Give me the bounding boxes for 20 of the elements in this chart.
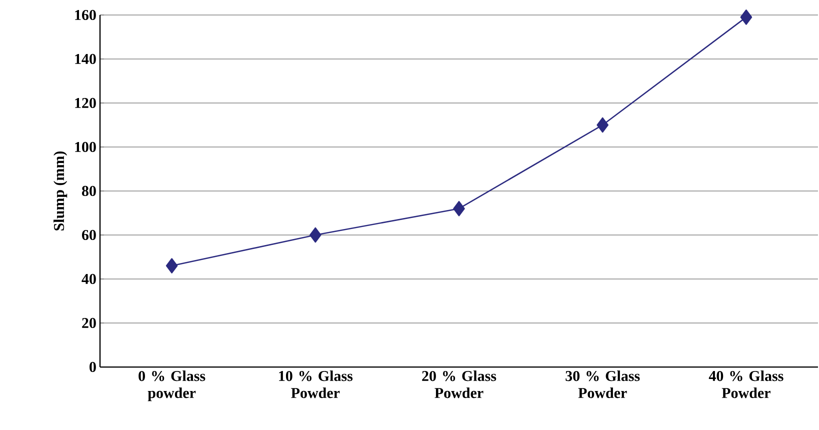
- y-tick-label: 140: [75, 54, 96, 64]
- y-tick-label: 100: [75, 142, 96, 152]
- y-tick-label: 80: [82, 186, 96, 196]
- y-tick-label: 40: [82, 274, 96, 284]
- y-tick-label: 20: [82, 318, 96, 328]
- y-axis-title: Slump (mm): [54, 151, 68, 230]
- point: [596, 117, 608, 133]
- x-tick-label: 40 % Glass Powder: [708, 370, 784, 398]
- x-tick-label: 10 % Glass Powder: [279, 370, 353, 398]
- y-tick-label: 160: [75, 10, 96, 20]
- point: [453, 200, 465, 216]
- point: [740, 10, 752, 25]
- point: [166, 258, 178, 274]
- y-tick-label: 120: [75, 98, 96, 108]
- x-tick-label: 0 % Glass powder: [138, 370, 206, 402]
- y-tick-label: 60: [82, 230, 96, 240]
- x-tick-label: 30 % Glass Powder: [566, 370, 640, 398]
- x-tick-label: 20 % Glass Powder: [422, 370, 496, 398]
- y-tick-label: 0: [90, 362, 96, 372]
- point: [310, 227, 322, 243]
